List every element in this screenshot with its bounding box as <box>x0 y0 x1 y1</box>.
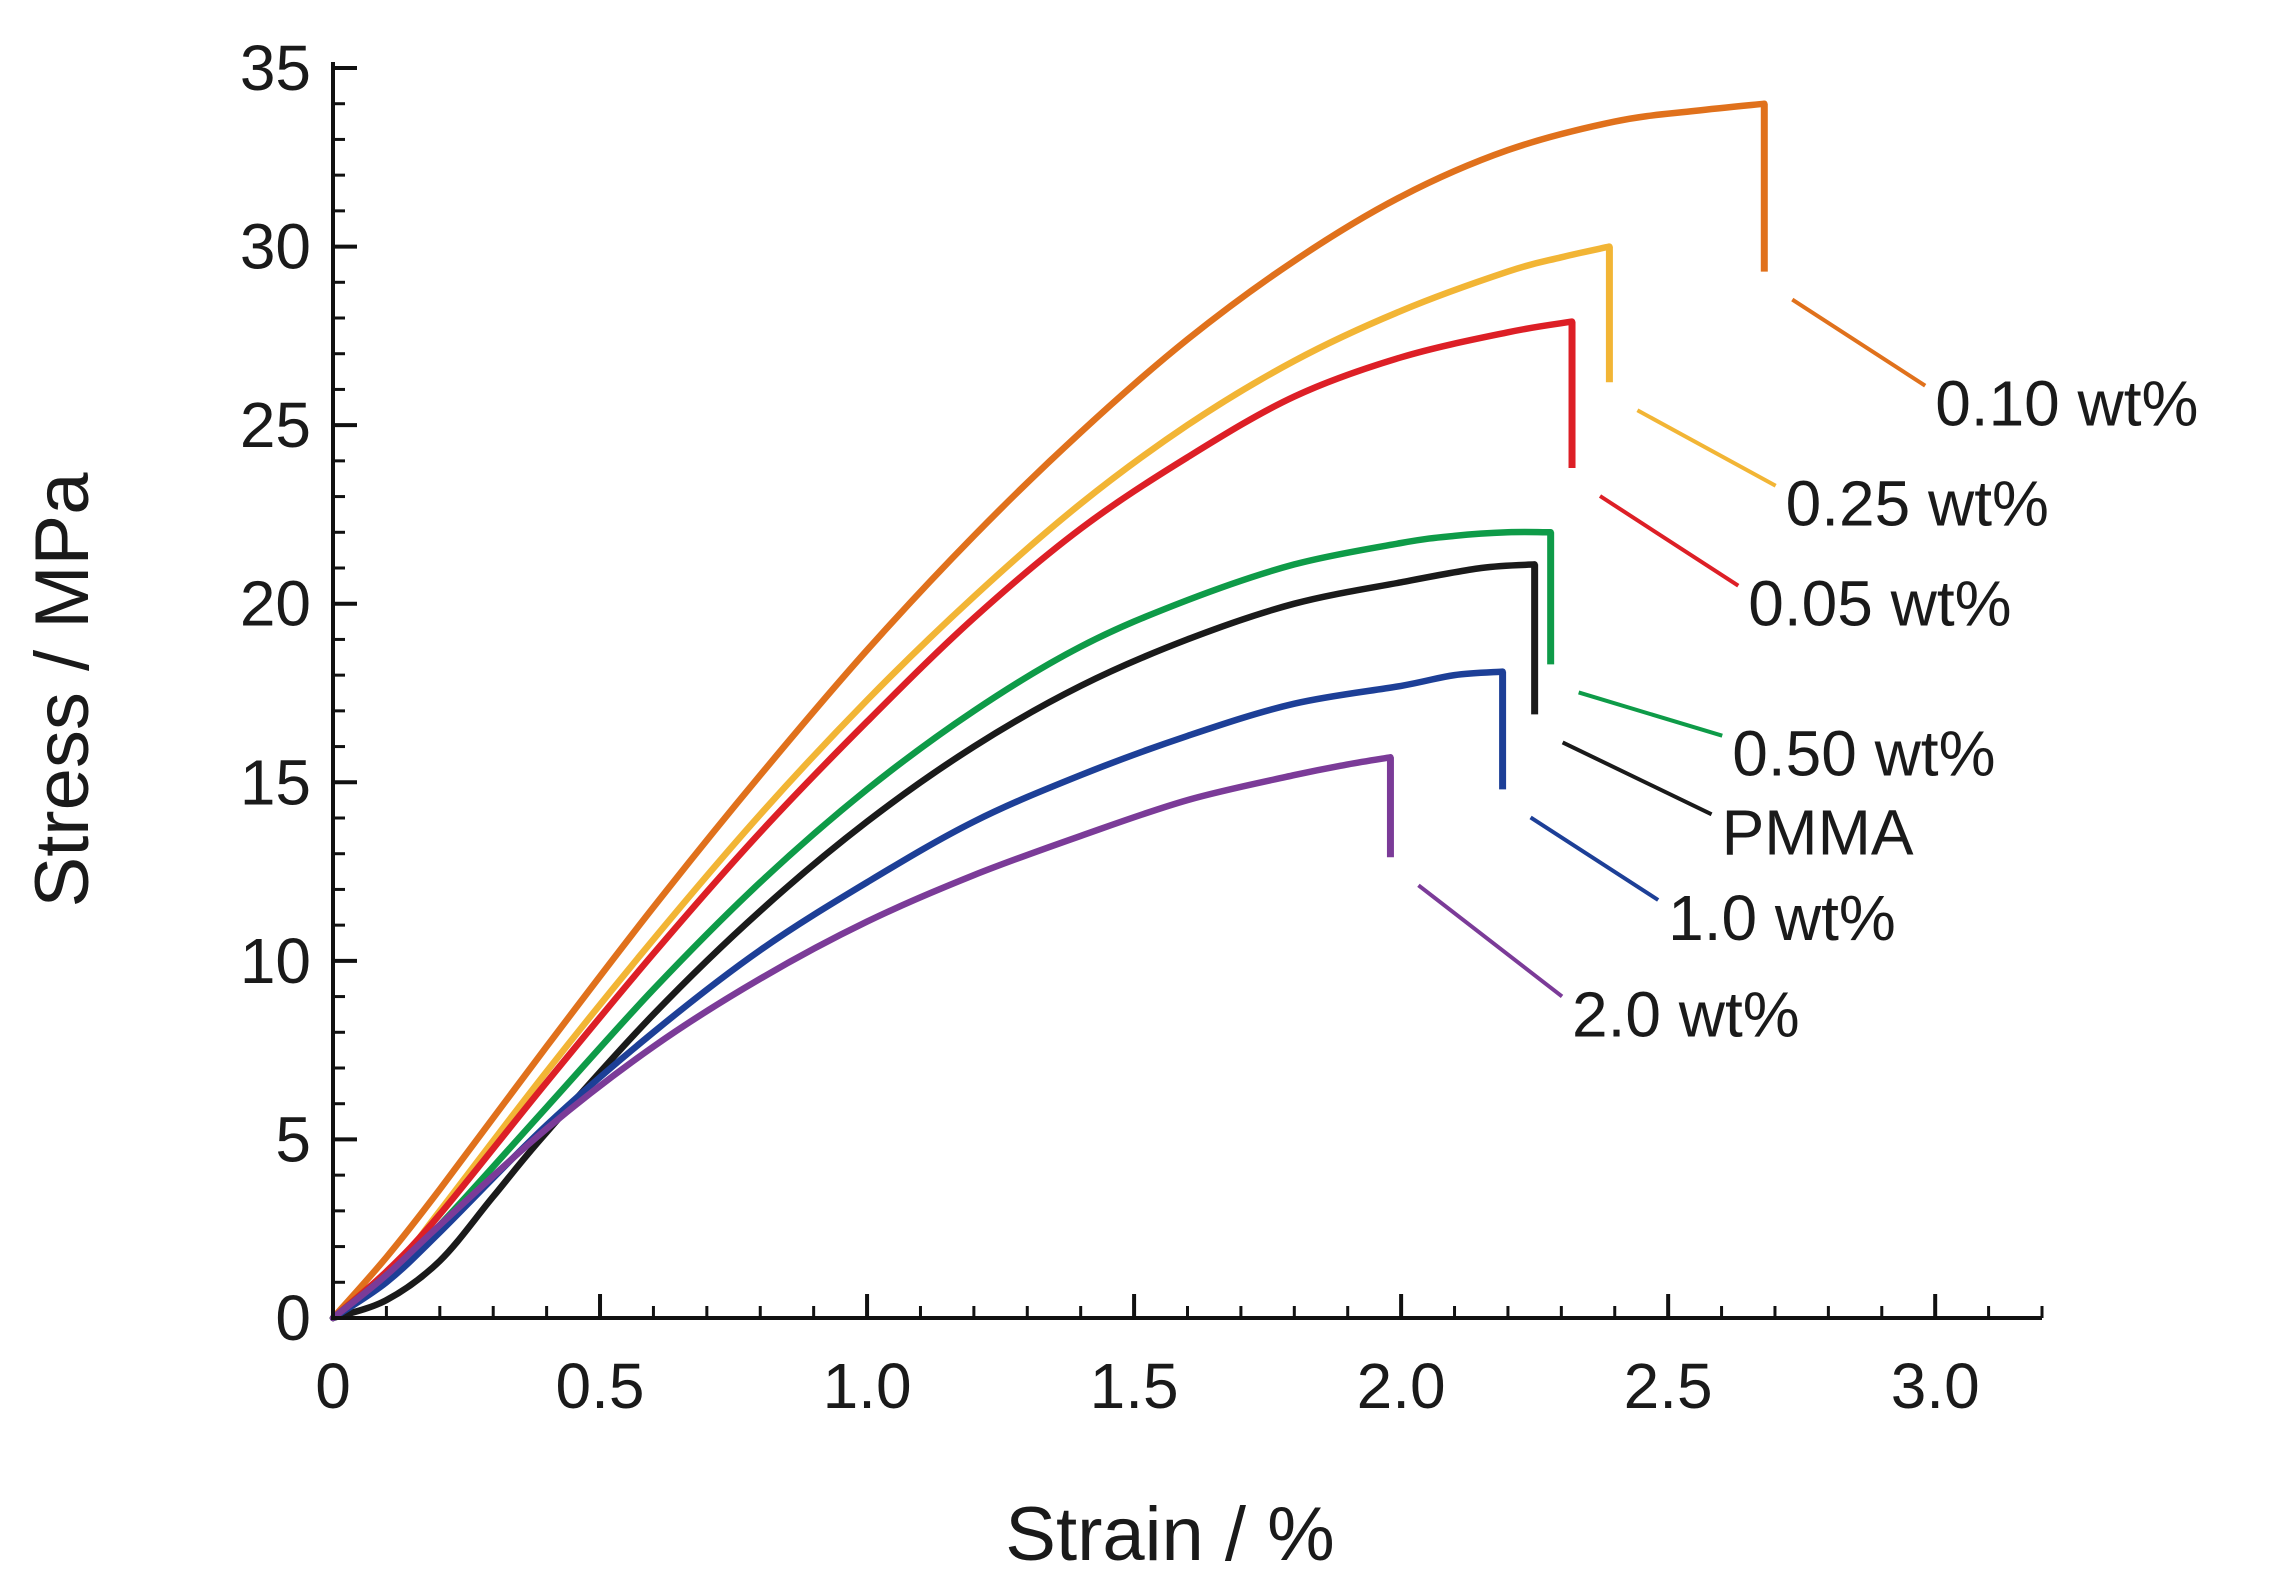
leader-line-0-50-wt <box>1578 690 1723 738</box>
y-tick-label: 35 <box>240 32 311 104</box>
series-label-2-0-wt: 2.0 wt% <box>1572 978 1800 1050</box>
leader-line-0-05-wt <box>1598 494 1740 588</box>
y-tick-label: 30 <box>240 211 311 283</box>
series-label-0-05-wt: 0.05 wt% <box>1748 568 2011 640</box>
y-tick-label: 10 <box>240 925 311 997</box>
x-tick-label: 0.5 <box>556 1350 645 1422</box>
y-tick-label: 25 <box>240 389 311 461</box>
x-tick-label: 2.5 <box>1624 1350 1713 1422</box>
x-axis-title: Strain / % <box>1005 1492 1334 1577</box>
y-tick-label: 15 <box>240 746 311 818</box>
leader-line-2-0-wt <box>1417 883 1564 999</box>
series-line-0-05-wt <box>329 318 1576 1322</box>
axes-layer: 0 0.5 1.0 1.5 2.0 2.5 3.0 0 5 10 15 20 25 30 35 <box>240 32 2044 1422</box>
leader-line-0-25-wt <box>1636 408 1777 488</box>
y-axis-title: Stress / MPa <box>20 472 105 908</box>
y-tick-label: 20 <box>240 568 311 640</box>
series-labels-layer: 0.10 wt% 0.25 wt% 0.05 wt% 0.50 wt%PMMA 1.0 … <box>1417 297 2198 1050</box>
x-tick-label: 2.0 <box>1357 1350 1446 1422</box>
series-label-1-0-wt: 1.0 wt% <box>1668 882 1896 954</box>
y-tick-label: 0 <box>275 1282 311 1354</box>
series-line-0-25-wt <box>329 243 1613 1322</box>
series-layer <box>329 100 1768 1322</box>
y-tick-label: 5 <box>275 1103 311 1175</box>
x-tick-label: 1.0 <box>823 1350 912 1422</box>
series-line-0-50-wt <box>329 528 1554 1322</box>
x-tick-label: 3.0 <box>1891 1350 1980 1422</box>
leader-line-pmma <box>1561 740 1713 817</box>
x-tick-label: 1.5 <box>1090 1350 1179 1422</box>
series-label-0-10-wt: 0.10 wt% <box>1935 368 2198 440</box>
series-line-0-10-wt <box>329 100 1768 1322</box>
x-tick-label: 0 <box>315 1350 351 1422</box>
leader-line-1-0-wt <box>1529 815 1660 902</box>
series-label-0-25-wt: 0.25 wt% <box>1786 468 2049 540</box>
series-label-0-50-wt: 0.50 wt% <box>1732 718 1995 790</box>
series-line-pmma <box>329 561 1538 1322</box>
series-label-pmma: PMMA <box>1722 796 1914 868</box>
series-line-2-0-wt <box>329 754 1394 1322</box>
leader-line-0-10-wt <box>1791 297 1927 388</box>
